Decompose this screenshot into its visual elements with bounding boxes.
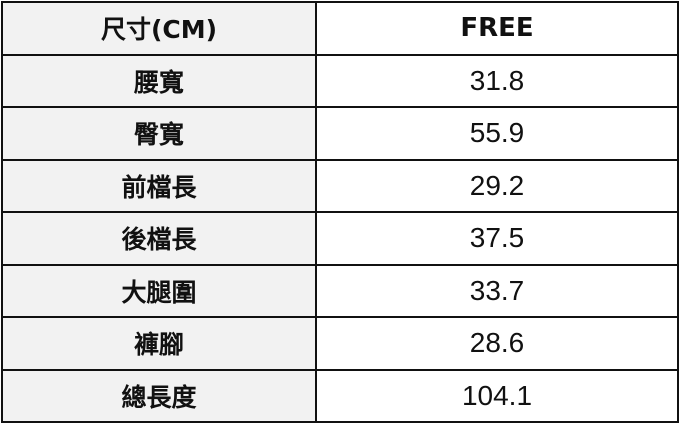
table-row: 褲腳 28.6 [1, 316, 679, 371]
header-row: 尺寸(CM) FREE [1, 1, 679, 56]
row-label: 臀寬 [1, 106, 317, 161]
table-row: 腰寬 31.8 [1, 53, 679, 108]
row-label: 腰寬 [1, 53, 317, 108]
table-row: 前檔長 29.2 [1, 158, 679, 213]
row-label: 後檔長 [1, 211, 317, 266]
table-row: 總長度 104.1 [1, 368, 679, 423]
row-value: 104.1 [315, 368, 679, 423]
row-label: 褲腳 [1, 316, 317, 371]
header-label: 尺寸(CM) [1, 1, 317, 56]
row-label: 總長度 [1, 368, 317, 423]
row-label: 前檔長 [1, 158, 317, 213]
table-row: 大腿圍 33.7 [1, 263, 679, 318]
row-value: 28.6 [315, 316, 679, 371]
row-label: 大腿圍 [1, 263, 317, 318]
header-size: FREE [315, 1, 679, 56]
row-value: 29.2 [315, 158, 679, 213]
row-value: 37.5 [315, 211, 679, 266]
row-value: 55.9 [315, 106, 679, 161]
row-value: 31.8 [315, 53, 679, 108]
table-row: 後檔長 37.5 [1, 211, 679, 266]
table-row: 臀寬 55.9 [1, 106, 679, 161]
row-value: 33.7 [315, 263, 679, 318]
